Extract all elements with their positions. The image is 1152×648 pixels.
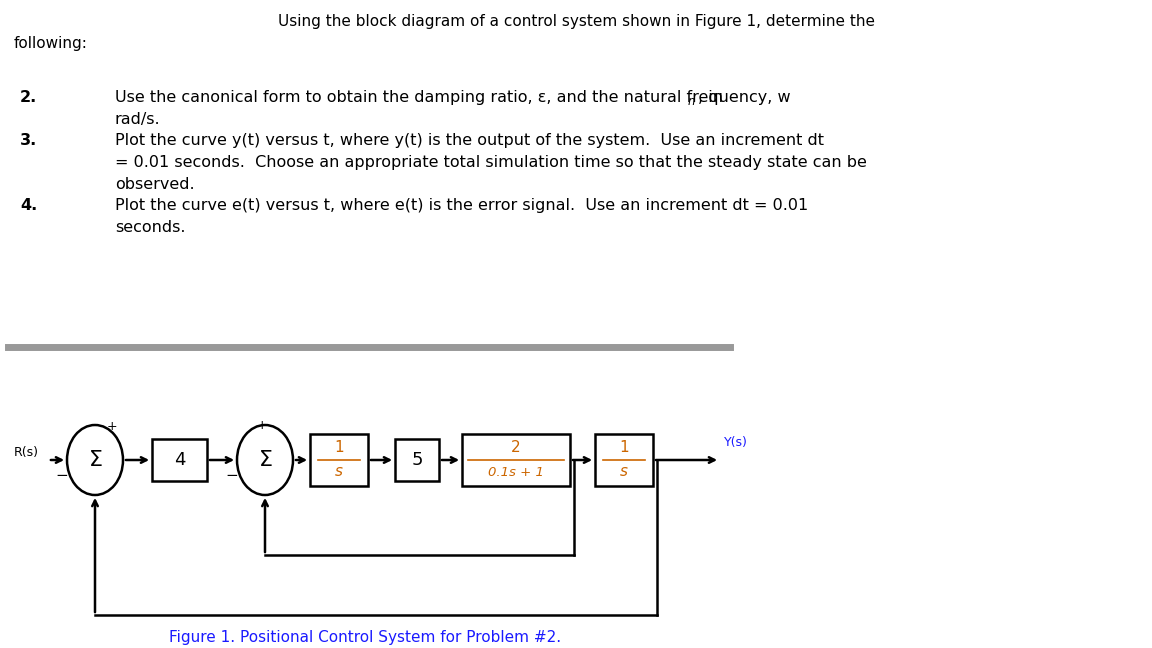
- Text: 4: 4: [174, 451, 185, 469]
- Text: $\Sigma$: $\Sigma$: [258, 450, 272, 470]
- Bar: [594, 434, 653, 486]
- Text: $\Sigma$: $\Sigma$: [88, 450, 103, 470]
- Text: s: s: [620, 465, 628, 480]
- Text: s: s: [335, 465, 343, 480]
- Text: R(s): R(s): [14, 446, 39, 459]
- Text: 1: 1: [334, 441, 343, 456]
- Text: Y(s): Y(s): [723, 436, 748, 449]
- Text: 4.: 4.: [20, 198, 37, 213]
- Text: n: n: [688, 95, 696, 108]
- Text: 3.: 3.: [20, 133, 37, 148]
- Bar: [462, 434, 570, 486]
- Text: seconds.: seconds.: [115, 220, 185, 235]
- Text: 2.: 2.: [20, 90, 37, 105]
- Text: Plot the curve e(t) versus t, where e(t) is the error signal.  Use an increment : Plot the curve e(t) versus t, where e(t)…: [115, 198, 809, 213]
- Text: rad/s.: rad/s.: [115, 112, 160, 127]
- Text: +: +: [257, 419, 267, 432]
- Text: following:: following:: [14, 36, 88, 51]
- Text: Using the block diagram of a control system shown in Figure 1, determine the: Using the block diagram of a control sys…: [278, 14, 874, 29]
- Text: Use the canonical form to obtain the damping ratio, ε, and the natural frequency: Use the canonical form to obtain the dam…: [115, 90, 790, 105]
- Text: observed.: observed.: [115, 177, 195, 192]
- Text: +: +: [107, 420, 118, 433]
- Bar: [395, 439, 439, 481]
- Bar: [152, 439, 207, 481]
- Text: = 0.01 seconds.  Choose an appropriate total simulation time so that the steady : = 0.01 seconds. Choose an appropriate to…: [115, 155, 866, 170]
- Text: , in: , in: [698, 90, 723, 105]
- Text: Plot the curve y(t) versus t, where y(t) is the output of the system.  Use an in: Plot the curve y(t) versus t, where y(t)…: [115, 133, 824, 148]
- Text: Figure 1. Positional Control System for Problem #2.: Figure 1. Positional Control System for …: [169, 630, 561, 645]
- Text: −: −: [225, 468, 237, 483]
- Text: 1: 1: [619, 441, 629, 456]
- Text: 5: 5: [411, 451, 423, 469]
- Text: −: −: [55, 468, 68, 483]
- Text: 0.1s + 1: 0.1s + 1: [488, 467, 544, 480]
- Text: 2: 2: [511, 441, 521, 456]
- Bar: [310, 434, 367, 486]
